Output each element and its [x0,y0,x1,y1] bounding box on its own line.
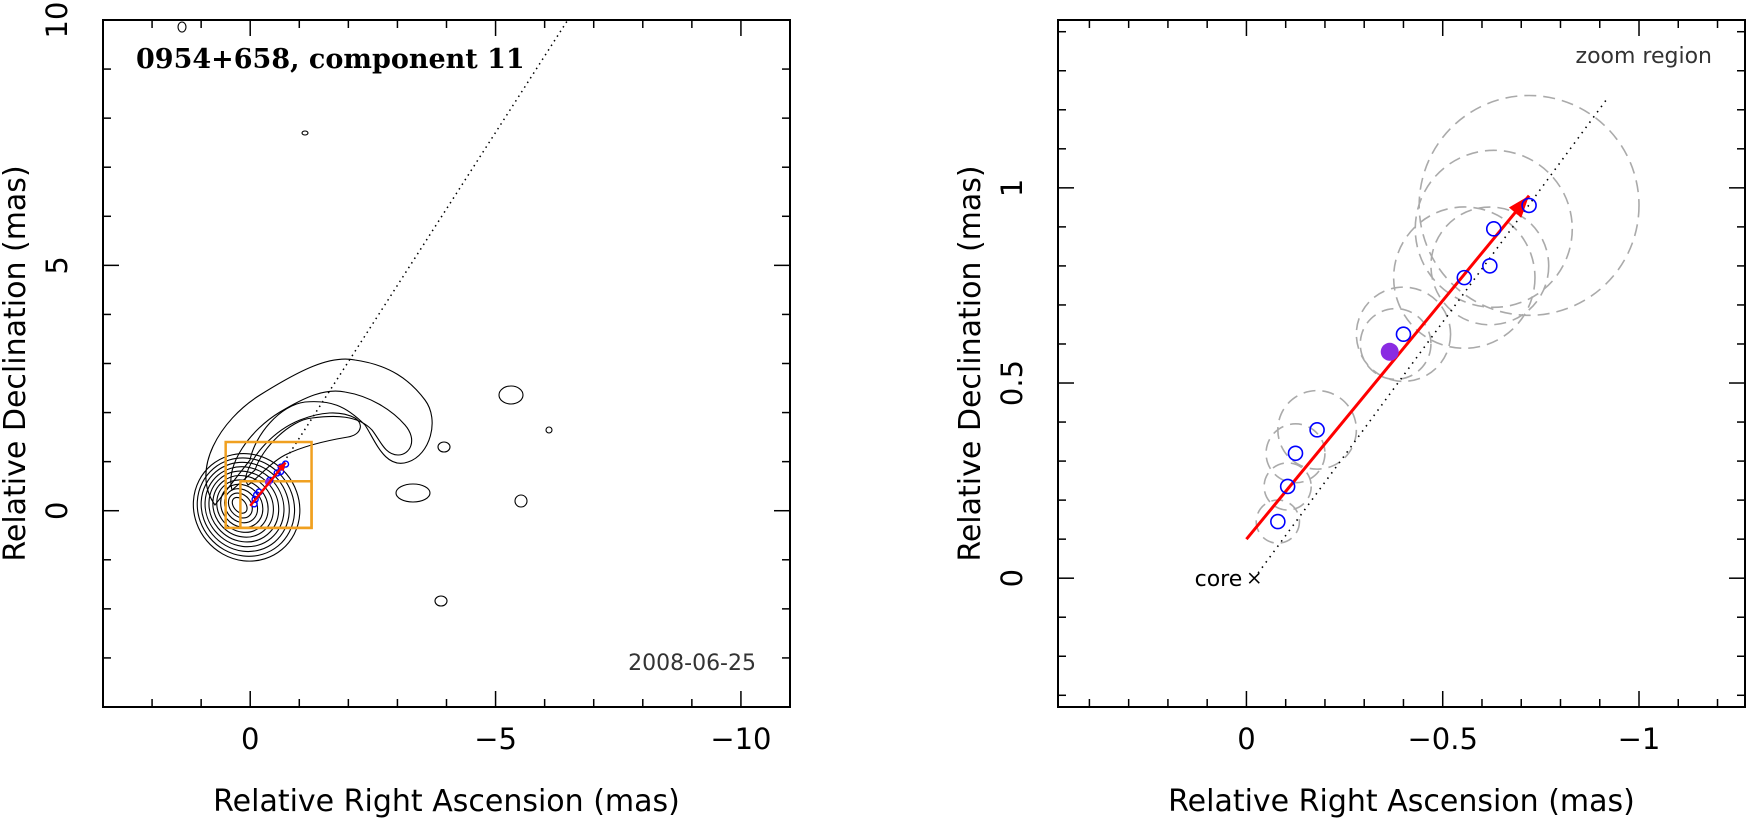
contour-blob [301,130,309,136]
component-size-ring [1355,286,1452,383]
component-marker [1456,269,1473,286]
contour-jet-inner [244,412,361,486]
highlighted-component [1380,342,1399,361]
y-axis-label: Relative Declination (mas) [953,165,988,561]
observation-date: 2008-06-25 [628,651,756,676]
contour-blob [514,494,528,508]
component-marker [251,495,259,504]
x-tick-label: 0 [1237,722,1255,756]
contour-level [200,461,290,553]
component-marker [1521,197,1537,214]
contour-blob [177,21,187,33]
component-size-ring [1265,423,1326,484]
contour-jet-outer [205,358,433,506]
y-tick-label: 0 [995,569,1029,587]
contour-blob [498,385,524,405]
plot-area [177,20,569,607]
zoom-box [239,480,313,530]
plot-area [1245,94,1640,584]
y-tick-label: 5 [40,256,74,274]
contour-level [192,453,301,562]
component-marker [1482,258,1498,274]
contour-blob [437,441,451,453]
left-panel: 0 −5 −10 0 5 10 Relative Right Ascension (mas)… [0,2,791,819]
y-tick-label: 0.5 [995,360,1029,406]
motion-vector [1245,194,1531,541]
component-size-ring [1418,94,1640,317]
right-panel: 0 −0.5 −1 0 0.5 1 Relative Right Ascension (ma… [953,19,1746,819]
component-marker [1287,445,1304,462]
y-tick-label: 10 [40,2,74,39]
x-tick-label: −1 [1618,722,1661,756]
contour-blob [395,483,431,503]
contour-level [224,488,259,524]
component-marker [1309,422,1325,438]
ridge-line [274,20,569,477]
component-marker [1270,513,1286,530]
contour-blob [434,595,448,607]
core-marker [1248,572,1260,584]
component-marker [1279,478,1296,495]
x-axis-label: Relative Right Ascension (mas) [1168,784,1635,819]
component-size-ring [1359,307,1432,381]
component-marker [273,469,281,477]
contour-level [227,492,253,519]
x-tick-label: −10 [710,722,771,756]
chart-title: 0954+658, component 11 [136,44,525,75]
core-label: core [1195,567,1243,592]
contour-jet-mid [230,390,413,491]
y-tick-label: 0 [40,501,74,519]
component-marker [1485,221,1502,237]
contour-level [196,457,296,557]
x-tick-label: −0.5 [1408,722,1478,756]
component-size-ring [1392,206,1536,350]
component-size-ring [1277,389,1358,470]
contour-blob [545,426,553,434]
x-tick-label: −5 [474,722,517,756]
motion-arrowhead [277,462,286,472]
y-tick-label: 1 [995,179,1029,197]
x-tick-label: 0 [241,722,259,756]
component-size-ring [1430,206,1550,326]
component-marker [1395,326,1412,343]
component-size-ring [1263,462,1313,511]
plot-frame [1057,19,1746,708]
contour-level [231,496,248,514]
zoom-region-label: zoom region [1576,44,1712,69]
component-size-ring [1414,149,1574,309]
motion-vector [249,461,287,507]
x-axis-label: Relative Right Ascension (mas) [213,784,680,819]
y-axis-label: Relative Declination (mas) [0,165,33,561]
